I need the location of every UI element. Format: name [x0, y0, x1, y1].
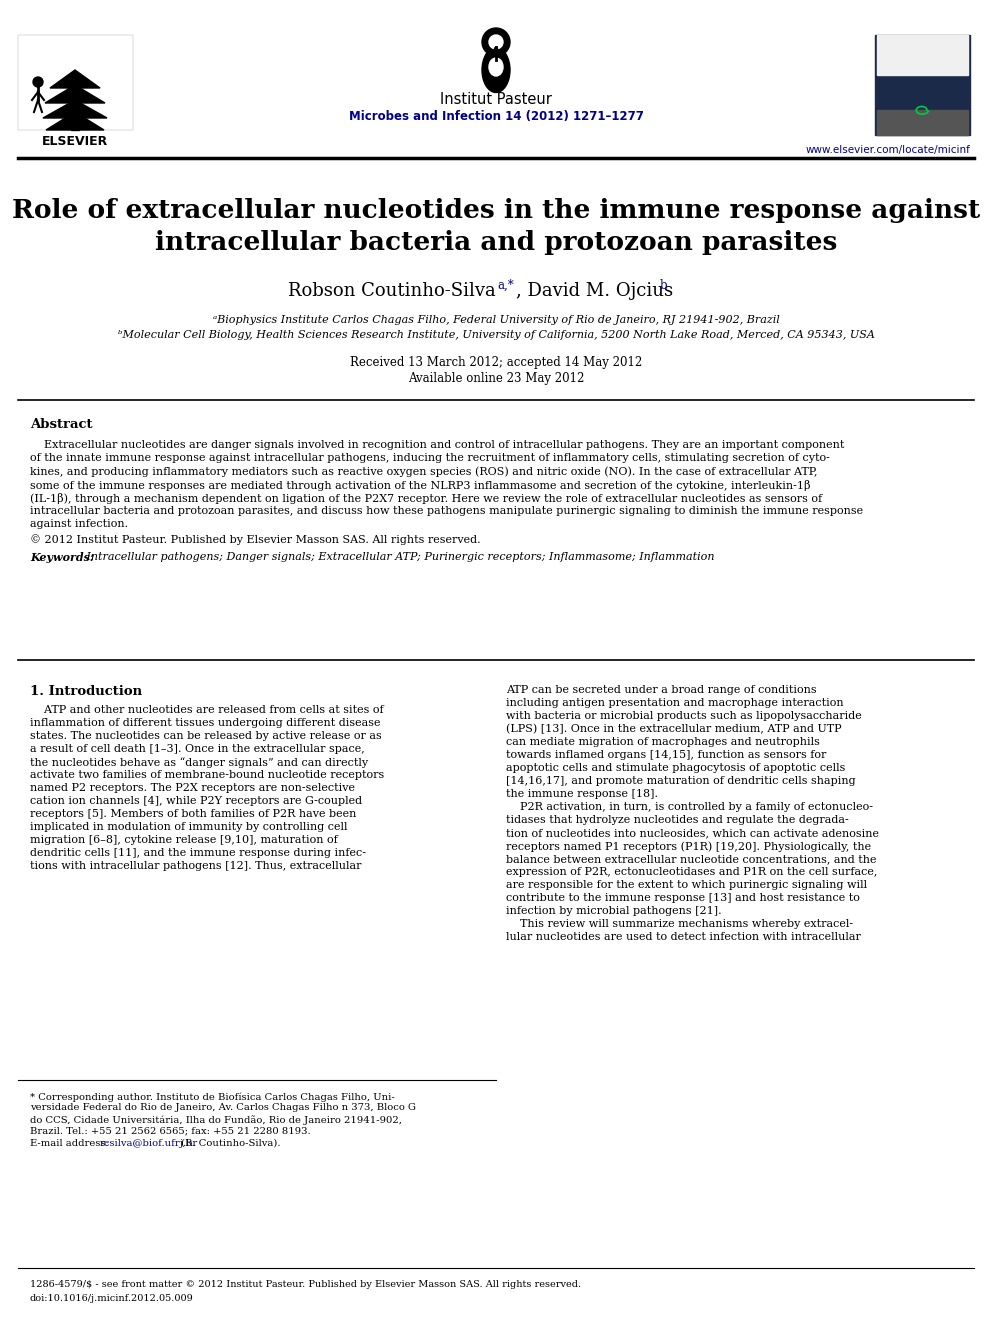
Text: migration [6–8], cytokine release [9,10], maturation of: migration [6–8], cytokine release [9,10]… — [30, 835, 337, 845]
Text: Microbes and Infection 14 (2012) 1271–1277: Microbes and Infection 14 (2012) 1271–12… — [348, 110, 644, 123]
Text: expression of P2R, ectonucleotidases and P1R on the cell surface,: expression of P2R, ectonucleotidases and… — [506, 867, 877, 877]
Bar — [18, 34, 133, 130]
Text: of the innate immune response against intracellular pathogens, inducing the recr: of the innate immune response against in… — [30, 454, 830, 463]
Text: the immune response [18].: the immune response [18]. — [506, 789, 658, 799]
Text: doi:10.1016/j.micinf.2012.05.009: doi:10.1016/j.micinf.2012.05.009 — [30, 1294, 193, 1303]
Polygon shape — [43, 101, 107, 118]
Text: inflammation of different tissues undergoing different disease: inflammation of different tissues underg… — [30, 718, 381, 728]
Bar — [877, 34, 968, 75]
Text: receptors [5]. Members of both families of P2R have been: receptors [5]. Members of both families … — [30, 808, 356, 819]
Text: © 2012 Institut Pasteur. Published by Elsevier Masson SAS. All rights reserved.: © 2012 Institut Pasteur. Published by El… — [30, 534, 481, 545]
Text: (R. Coutinho-Silva).: (R. Coutinho-Silva). — [178, 1139, 281, 1148]
Polygon shape — [46, 112, 104, 130]
Text: , David M. Ojcius: , David M. Ojcius — [516, 282, 674, 300]
Ellipse shape — [482, 48, 510, 93]
Text: Intracellular pathogens; Danger signals; Extracellular ATP; Purinergic receptors: Intracellular pathogens; Danger signals;… — [83, 553, 714, 562]
Text: with bacteria or microbial products such as lipopolysaccharide: with bacteria or microbial products such… — [506, 710, 862, 721]
Text: named P2 receptors. The P2X receptors are non-selective: named P2 receptors. The P2X receptors ar… — [30, 783, 355, 792]
Text: Extracellular nucleotides are danger signals involved in recognition and control: Extracellular nucleotides are danger sig… — [30, 441, 844, 450]
Circle shape — [33, 77, 43, 87]
Text: some of the immune responses are mediated through activation of the NLRP3 inflam: some of the immune responses are mediate… — [30, 480, 810, 491]
Text: (IL-1β), through a mechanism dependent on ligation of the P2X7 receptor. Here we: (IL-1β), through a mechanism dependent o… — [30, 492, 822, 504]
Text: balance between extracellular nucleotide concentrations, and the: balance between extracellular nucleotide… — [506, 855, 877, 864]
Polygon shape — [45, 85, 105, 103]
Text: 1286-4579/$ - see front matter © 2012 Institut Pasteur. Published by Elsevier Ma: 1286-4579/$ - see front matter © 2012 In… — [30, 1279, 581, 1289]
Text: implicated in modulation of immunity by controlling cell: implicated in modulation of immunity by … — [30, 822, 347, 832]
Text: rcsilva@biof.ufrj.br: rcsilva@biof.ufrj.br — [100, 1139, 198, 1148]
Text: dendritic cells [11], and the immune response during infec-: dendritic cells [11], and the immune res… — [30, 848, 366, 859]
Text: a,*: a,* — [497, 279, 514, 292]
Text: Abstract: Abstract — [30, 418, 92, 431]
Text: This review will summarize mechanisms whereby extracel-: This review will summarize mechanisms wh… — [506, 919, 853, 929]
Text: cation ion channels [4], while P2Y receptors are G-coupled: cation ion channels [4], while P2Y recep… — [30, 796, 362, 806]
Text: tions with intracellular pathogens [12]. Thus, extracellular: tions with intracellular pathogens [12].… — [30, 861, 361, 871]
Text: lular nucleotides are used to detect infection with intracellular: lular nucleotides are used to detect inf… — [506, 931, 861, 942]
Text: versidade Federal do Rio de Janeiro, Av. Carlos Chagas Filho n 373, Bloco G: versidade Federal do Rio de Janeiro, Av.… — [30, 1103, 416, 1113]
Text: intracellular bacteria and protozoan parasites, and discuss how these pathogens : intracellular bacteria and protozoan par… — [30, 505, 863, 516]
Text: P2R activation, in turn, is controlled by a family of ectonucleo-: P2R activation, in turn, is controlled b… — [506, 802, 873, 812]
Text: Keywords:: Keywords: — [30, 553, 94, 564]
Text: b: b — [660, 279, 668, 292]
Text: activate two families of membrane-bound nucleotide receptors: activate two families of membrane-bound … — [30, 770, 384, 781]
Text: Role of extracellular nucleotides in the immune response against: Role of extracellular nucleotides in the… — [12, 198, 980, 224]
Text: [14,16,17], and promote maturation of dendritic cells shaping: [14,16,17], and promote maturation of de… — [506, 777, 856, 786]
Text: Institut Pasteur: Institut Pasteur — [440, 93, 552, 107]
Text: apoptotic cells and stimulate phagocytosis of apoptotic cells: apoptotic cells and stimulate phagocytos… — [506, 763, 845, 773]
Bar — [875, 34, 970, 135]
Circle shape — [483, 29, 509, 56]
Text: including antigen presentation and macrophage interaction: including antigen presentation and macro… — [506, 699, 843, 708]
Text: receptors named P1 receptors (P1R) [19,20]. Physiologically, the: receptors named P1 receptors (P1R) [19,2… — [506, 841, 871, 852]
Text: are responsible for the extent to which purinergic signaling will: are responsible for the extent to which … — [506, 880, 867, 890]
Text: Microbes and: Microbes and — [893, 48, 951, 57]
Circle shape — [482, 28, 510, 56]
Circle shape — [489, 34, 503, 49]
Text: Infection: Infection — [903, 57, 941, 66]
Text: E-mail address:: E-mail address: — [30, 1139, 112, 1148]
Text: states. The nucleotides can be released by active release or as: states. The nucleotides can be released … — [30, 732, 382, 741]
Text: a result of cell death [1–3]. Once in the extracellular space,: a result of cell death [1–3]. Once in th… — [30, 744, 365, 754]
Text: kines, and producing inflammatory mediators such as reactive oxygen species (ROS: kines, and producing inflammatory mediat… — [30, 467, 817, 478]
Bar — [71, 108, 79, 130]
Text: towards inflamed organs [14,15], function as sensors for: towards inflamed organs [14,15], functio… — [506, 750, 826, 759]
Text: infection by microbial pathogens [21].: infection by microbial pathogens [21]. — [506, 906, 721, 916]
Text: ᵃBiophysics Institute Carlos Chagas Filho, Federal University of Rio de Janeiro,: ᵃBiophysics Institute Carlos Chagas Filh… — [212, 315, 780, 325]
Text: ATP and other nucleotides are released from cells at sites of: ATP and other nucleotides are released f… — [30, 705, 384, 714]
Ellipse shape — [489, 58, 503, 75]
Text: can mediate migration of macrophages and neutrophils: can mediate migration of macrophages and… — [506, 737, 819, 747]
Text: tidases that hydrolyze nucleotides and regulate the degrada-: tidases that hydrolyze nucleotides and r… — [506, 815, 849, 826]
Text: Robson Coutinho-Silva: Robson Coutinho-Silva — [289, 282, 496, 300]
Text: Available online 23 May 2012: Available online 23 May 2012 — [408, 372, 584, 385]
Text: against infection.: against infection. — [30, 519, 128, 529]
Text: * Corresponding author. Instituto de Biofísica Carlos Chagas Filho, Uni-: * Corresponding author. Instituto de Bio… — [30, 1091, 395, 1102]
Text: ᵇMolecular Cell Biology, Health Sciences Research Institute, University of Calif: ᵇMolecular Cell Biology, Health Sciences… — [118, 329, 874, 340]
Text: intracellular bacteria and protozoan parasites: intracellular bacteria and protozoan par… — [155, 230, 837, 255]
Text: contribute to the immune response [13] and host resistance to: contribute to the immune response [13] a… — [506, 893, 860, 904]
Text: the nucleotides behave as “danger signals” and can directly: the nucleotides behave as “danger signal… — [30, 757, 368, 767]
Text: ELSEVIER: ELSEVIER — [42, 135, 108, 148]
Text: tion of nucleotides into nucleosides, which can activate adenosine: tion of nucleotides into nucleosides, wh… — [506, 828, 879, 837]
Text: do CCS, Cidade Universitária, Ilha do Fundão, Rio de Janeiro 21941-902,: do CCS, Cidade Universitária, Ilha do Fu… — [30, 1115, 402, 1125]
Text: Brazil. Tel.: +55 21 2562 6565; fax: +55 21 2280 8193.: Brazil. Tel.: +55 21 2562 6565; fax: +55… — [30, 1126, 310, 1135]
Polygon shape — [50, 70, 100, 89]
Text: (LPS) [13]. Once in the extracellular medium, ATP and UTP: (LPS) [13]. Once in the extracellular me… — [506, 724, 841, 734]
Bar — [877, 110, 968, 135]
Text: ATP can be secreted under a broad range of conditions: ATP can be secreted under a broad range … — [506, 685, 816, 695]
Text: www.elsevier.com/locate/micinf: www.elsevier.com/locate/micinf — [806, 146, 970, 155]
Text: Received 13 March 2012; accepted 14 May 2012: Received 13 March 2012; accepted 14 May … — [350, 356, 642, 369]
Text: 1. Introduction: 1. Introduction — [30, 685, 142, 699]
